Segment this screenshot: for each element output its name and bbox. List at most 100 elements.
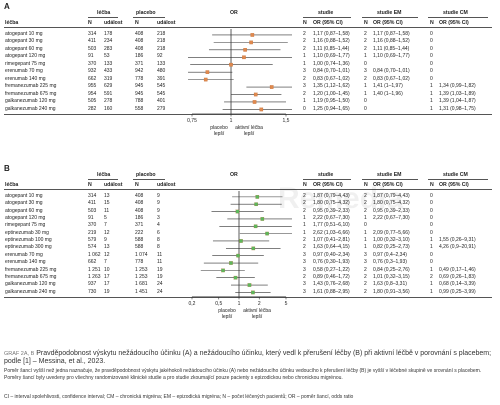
row-label: erenumab 140 mg bbox=[5, 259, 46, 266]
row-placebo-events: 11 bbox=[157, 251, 163, 258]
col-header-or: OR bbox=[230, 10, 238, 16]
row-placebo-n: 942 bbox=[135, 68, 144, 75]
row-treatment-n: 1 062 bbox=[88, 251, 101, 258]
row-treatment-n: 1 263 bbox=[88, 273, 101, 280]
col-header-events: událost bbox=[157, 20, 176, 26]
row-or-ci: 1,77 (0,51–6,10) bbox=[313, 222, 350, 229]
row-studies-n: 2 bbox=[303, 75, 306, 82]
row-treatment-n: 411 bbox=[88, 38, 96, 45]
row-placebo-n: 945 bbox=[135, 83, 144, 90]
row-label: atogepant 30 mg bbox=[5, 200, 43, 207]
row-studies-cm-n: 0 bbox=[430, 68, 433, 75]
row-placebo-n: 1 253 bbox=[135, 266, 148, 273]
panel-letter: B bbox=[4, 164, 10, 173]
row-studies-n: 2 bbox=[303, 207, 306, 214]
row-treatment-n: 503 bbox=[88, 207, 97, 214]
or-marker bbox=[259, 107, 264, 112]
row-studies-cm-n: 0 bbox=[430, 251, 433, 258]
row-or-ci-em: 1,80 (0,75–4,32) bbox=[373, 200, 410, 207]
col-header-or-ci: OR (95% CI) bbox=[313, 182, 343, 188]
or-marker bbox=[229, 62, 233, 67]
col-header-events: událost bbox=[104, 20, 123, 26]
row-studies-cm-n: 1 bbox=[430, 244, 433, 251]
row-treatment-n: 1 251 bbox=[88, 266, 101, 273]
or-marker bbox=[250, 33, 255, 37]
caption-title: GRAF 2A, B Pravděpodobnost výskytu nežád… bbox=[4, 350, 496, 366]
row-or-ci-cm: 1,55 (0,26–9,31) bbox=[439, 237, 476, 244]
row-label: galkanezumab 240 mg bbox=[5, 288, 56, 295]
row-placebo-n: 1 253 bbox=[135, 273, 148, 280]
row-studies-em-n: 2 bbox=[364, 31, 367, 37]
col-header-n: N bbox=[303, 182, 307, 188]
row-studies-em-n: 0 bbox=[364, 98, 367, 105]
row-or-ci: 0,76 (0,30–1,93) bbox=[313, 259, 350, 266]
row-label: galkanezumab 240 mg bbox=[5, 105, 56, 112]
row-treatment-events: 13 bbox=[104, 244, 110, 251]
row-treatment-events: 433 bbox=[104, 68, 113, 75]
row-placebo-n: 408 bbox=[135, 31, 144, 37]
row-studies-em-n: 2 bbox=[364, 273, 367, 280]
row-or-ci: 1,07 (0,41–2,81) bbox=[313, 237, 350, 244]
row-studies-em-n: 1 bbox=[364, 215, 367, 222]
row-studies-n: 2 bbox=[303, 38, 306, 45]
row-placebo-events: 279 bbox=[157, 105, 166, 112]
row-studies-em-n: 0 bbox=[364, 222, 367, 229]
row-studies-cm-n: 0 bbox=[430, 75, 433, 82]
row-label: eptinezumab 30 mg bbox=[5, 229, 49, 236]
or-marker bbox=[255, 195, 260, 199]
header-rule bbox=[362, 17, 418, 18]
row-studies-em-n: 3 bbox=[364, 251, 367, 258]
row-studies-n: 0 bbox=[303, 105, 306, 112]
row-placebo-events: 92 bbox=[157, 53, 163, 60]
row-studies-cm-n: 1 bbox=[430, 237, 433, 244]
row-studies-n: 3 bbox=[303, 288, 306, 295]
row-placebo-n: 1 681 bbox=[135, 281, 148, 288]
row-studies-cm-n: 0 bbox=[430, 45, 433, 52]
row-or-ci: 1,19 (0,95–1,50) bbox=[313, 98, 350, 105]
row-studies-cm-n: 1 bbox=[430, 83, 433, 90]
row-studies-n: 3 bbox=[303, 68, 306, 75]
col-header-events: událost bbox=[157, 182, 176, 188]
row-studies-em-n: 0 bbox=[364, 105, 367, 112]
row-label: erenumab 70 mg bbox=[5, 251, 43, 258]
row-studies-em-n: 1 bbox=[364, 229, 367, 236]
col-header-treatment-group: léčba bbox=[97, 10, 111, 16]
row-or-ci: 1,87 (0,79–4,43) bbox=[313, 193, 350, 199]
row-studies-n: 3 bbox=[303, 251, 306, 258]
or-marker bbox=[205, 70, 210, 74]
row-treatment-n: 954 bbox=[88, 90, 97, 97]
header-rule bbox=[362, 179, 418, 180]
row-label: fremanezumab 675 mg bbox=[5, 273, 57, 280]
axis-right-label: lepší bbox=[244, 131, 255, 137]
or-marker bbox=[265, 231, 269, 236]
row-placebo-n: 588 bbox=[135, 237, 144, 244]
col-header-studies-cm: studie CM bbox=[443, 10, 468, 16]
x-tick-label: 0,5 bbox=[215, 301, 222, 307]
col-header-n: N bbox=[88, 182, 92, 188]
row-or-ci-em: 1,41 (1–1,97) bbox=[373, 83, 403, 90]
or-marker bbox=[269, 85, 274, 89]
header-rule bbox=[88, 17, 118, 18]
row-treatment-n: 411 bbox=[88, 200, 96, 207]
row-or-ci: 0,95 (0,39–2,33) bbox=[313, 207, 350, 214]
col-header-treatment: léčba bbox=[5, 20, 19, 26]
or-marker bbox=[247, 283, 252, 287]
row-treatment-n: 505 bbox=[88, 98, 97, 105]
axis-right-label: aktivní léčba bbox=[235, 125, 263, 131]
caption-tag: GRAF 2A, B bbox=[4, 351, 35, 357]
row-label: atogepant 60 mg bbox=[5, 207, 43, 214]
row-label: atogepant 120 mg bbox=[5, 215, 46, 222]
row-placebo-events: 545 bbox=[157, 90, 166, 97]
row-placebo-events: 8 bbox=[157, 237, 160, 244]
row-placebo-events: 9 bbox=[157, 207, 160, 214]
or-marker bbox=[229, 261, 233, 265]
or-marker bbox=[243, 48, 247, 52]
row-treatment-n: 314 bbox=[88, 193, 97, 199]
row-studies-n: 2 bbox=[303, 273, 306, 280]
row-treatment-events: 12 bbox=[104, 229, 110, 236]
or-marker bbox=[260, 217, 265, 221]
or-marker bbox=[236, 253, 240, 258]
row-label: atogepant 10 mg bbox=[5, 31, 43, 37]
or-marker bbox=[253, 224, 258, 229]
